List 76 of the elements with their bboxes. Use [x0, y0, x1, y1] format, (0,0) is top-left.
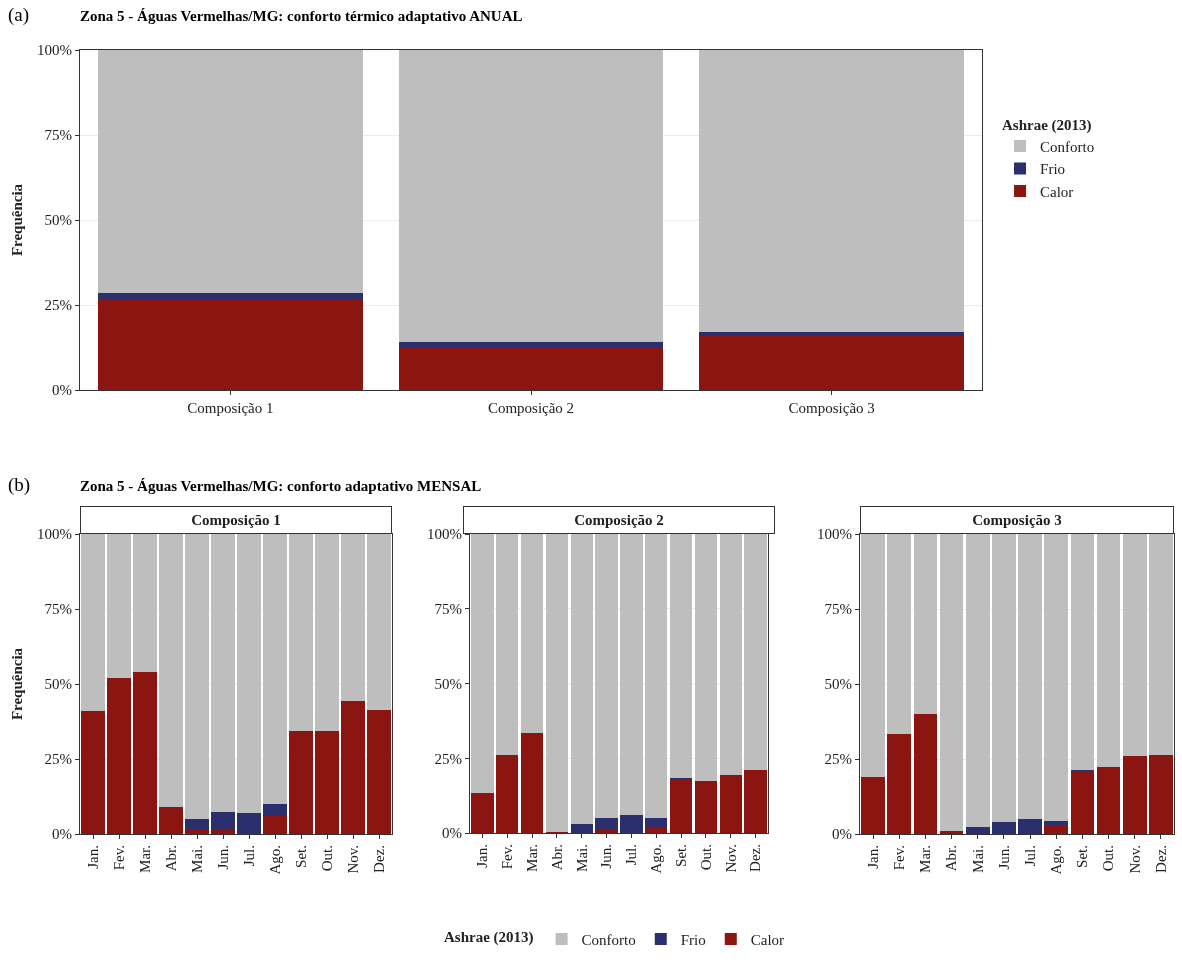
text: (a) [8, 4, 30, 26]
y-axis-title: Frequência [9, 647, 26, 721]
x-tick-label: Out. [318, 845, 335, 872]
x-tick-label: Mai. [573, 844, 590, 872]
y-tick-label: 0% [52, 382, 72, 399]
y-tick-label: 25% [434, 750, 462, 767]
x-tick-label: Mar. [136, 845, 153, 873]
x-tick-label: Jul. [623, 844, 640, 866]
y-tick-label: 50% [44, 212, 72, 229]
x-tick-label: Jul. [240, 845, 257, 867]
x-tick-label: Jul. [1021, 845, 1038, 867]
y-tick-label: 25% [44, 751, 72, 768]
y-tick-label: 0% [442, 825, 462, 842]
x-tick-label: Jun. [995, 845, 1012, 870]
legend-label: Conforto [1040, 138, 1095, 155]
y-tick-label: 50% [824, 676, 852, 693]
y-tick-label: 100% [37, 42, 72, 59]
chart-subtitle: Composição 2 [574, 512, 664, 528]
y-tick-label: 75% [434, 601, 462, 617]
y-tick-label: 0% [832, 826, 852, 843]
chart-title: Zona 5 - Águas Vermelhas/MG: conforto adaptativo MENSAL [80, 478, 482, 495]
x-tick-label: Dez. [1152, 845, 1169, 873]
x-tick-label: Dez. [747, 844, 764, 872]
x-tick-label: Out. [1100, 845, 1117, 872]
x-tick-label: Nov. [722, 844, 739, 873]
y-tick-label: 100% [37, 526, 72, 543]
x-tick-label: Ago. [266, 845, 283, 875]
x-tick-label: Ago. [1048, 845, 1065, 875]
legend-label: Frio [680, 931, 706, 948]
x-tick-label: Ago. [648, 844, 665, 874]
y-tick-label: 0% [52, 826, 72, 843]
x-tick-label: Jan. [474, 844, 491, 868]
x-tick-label: Jan. [84, 845, 101, 869]
text: (b) [8, 474, 31, 496]
x-tick-label: Composição 1 [187, 400, 274, 416]
y-tick-label: 50% [44, 676, 72, 693]
chart-subtitle: Composição 1 [191, 512, 281, 528]
x-tick-label: Fev. [499, 844, 516, 870]
x-tick-label: Set. [672, 844, 689, 867]
x-tick-label: Abr. [162, 845, 179, 872]
y-tick-label: 100% [817, 526, 852, 543]
x-tick-label: Set. [292, 845, 309, 868]
x-tick-label: Jun. [598, 844, 615, 869]
chart-subtitle: Composição 3 [972, 512, 1062, 528]
x-tick-label: Dez. [370, 845, 387, 873]
y-tick-label: 25% [824, 751, 852, 768]
x-tick-label: Mai. [188, 845, 205, 873]
y-tick-label: 75% [44, 127, 72, 144]
x-tick-label: Out. [697, 844, 714, 871]
x-tick-label: Set. [1074, 845, 1091, 868]
legend-label: Calor [1040, 183, 1074, 200]
legend-label: Conforto [581, 931, 636, 948]
chart-title: Zona 5 - Águas Vermelhas/MG: conforto térmico adaptativo ANUAL [80, 8, 523, 25]
x-tick-label: Abr. [548, 844, 565, 871]
x-tick-label: Fev. [110, 845, 127, 871]
y-tick-label: 75% [44, 601, 72, 618]
y-tick-label: 25% [44, 297, 72, 314]
y-tick-label: 50% [434, 675, 462, 692]
x-tick-label: Mar. [917, 845, 934, 873]
x-tick-label: Abr. [943, 845, 960, 872]
x-tick-label: Nov. [344, 845, 361, 874]
legend-title: Ashrae (2013) [444, 929, 534, 947]
x-tick-label: Nov. [1126, 845, 1143, 874]
x-tick-label: Composição 3 [788, 400, 875, 416]
y-tick-label: 100% [427, 526, 462, 543]
y-tick-label: 75% [824, 601, 852, 618]
x-tick-label: Mar. [523, 844, 540, 872]
x-tick-label: Jan. [864, 845, 881, 869]
legend-label: Calor [750, 931, 785, 948]
x-tick-label: Jun. [214, 845, 231, 870]
legend-title: Ashrae (2013) [1002, 116, 1092, 134]
x-tick-label: Composição 2 [487, 400, 575, 416]
legend-label: Frio [1040, 161, 1066, 178]
x-tick-label: Fev. [891, 845, 908, 871]
y-axis-title: Frequência [9, 183, 26, 257]
x-tick-label: Mai. [969, 845, 986, 873]
